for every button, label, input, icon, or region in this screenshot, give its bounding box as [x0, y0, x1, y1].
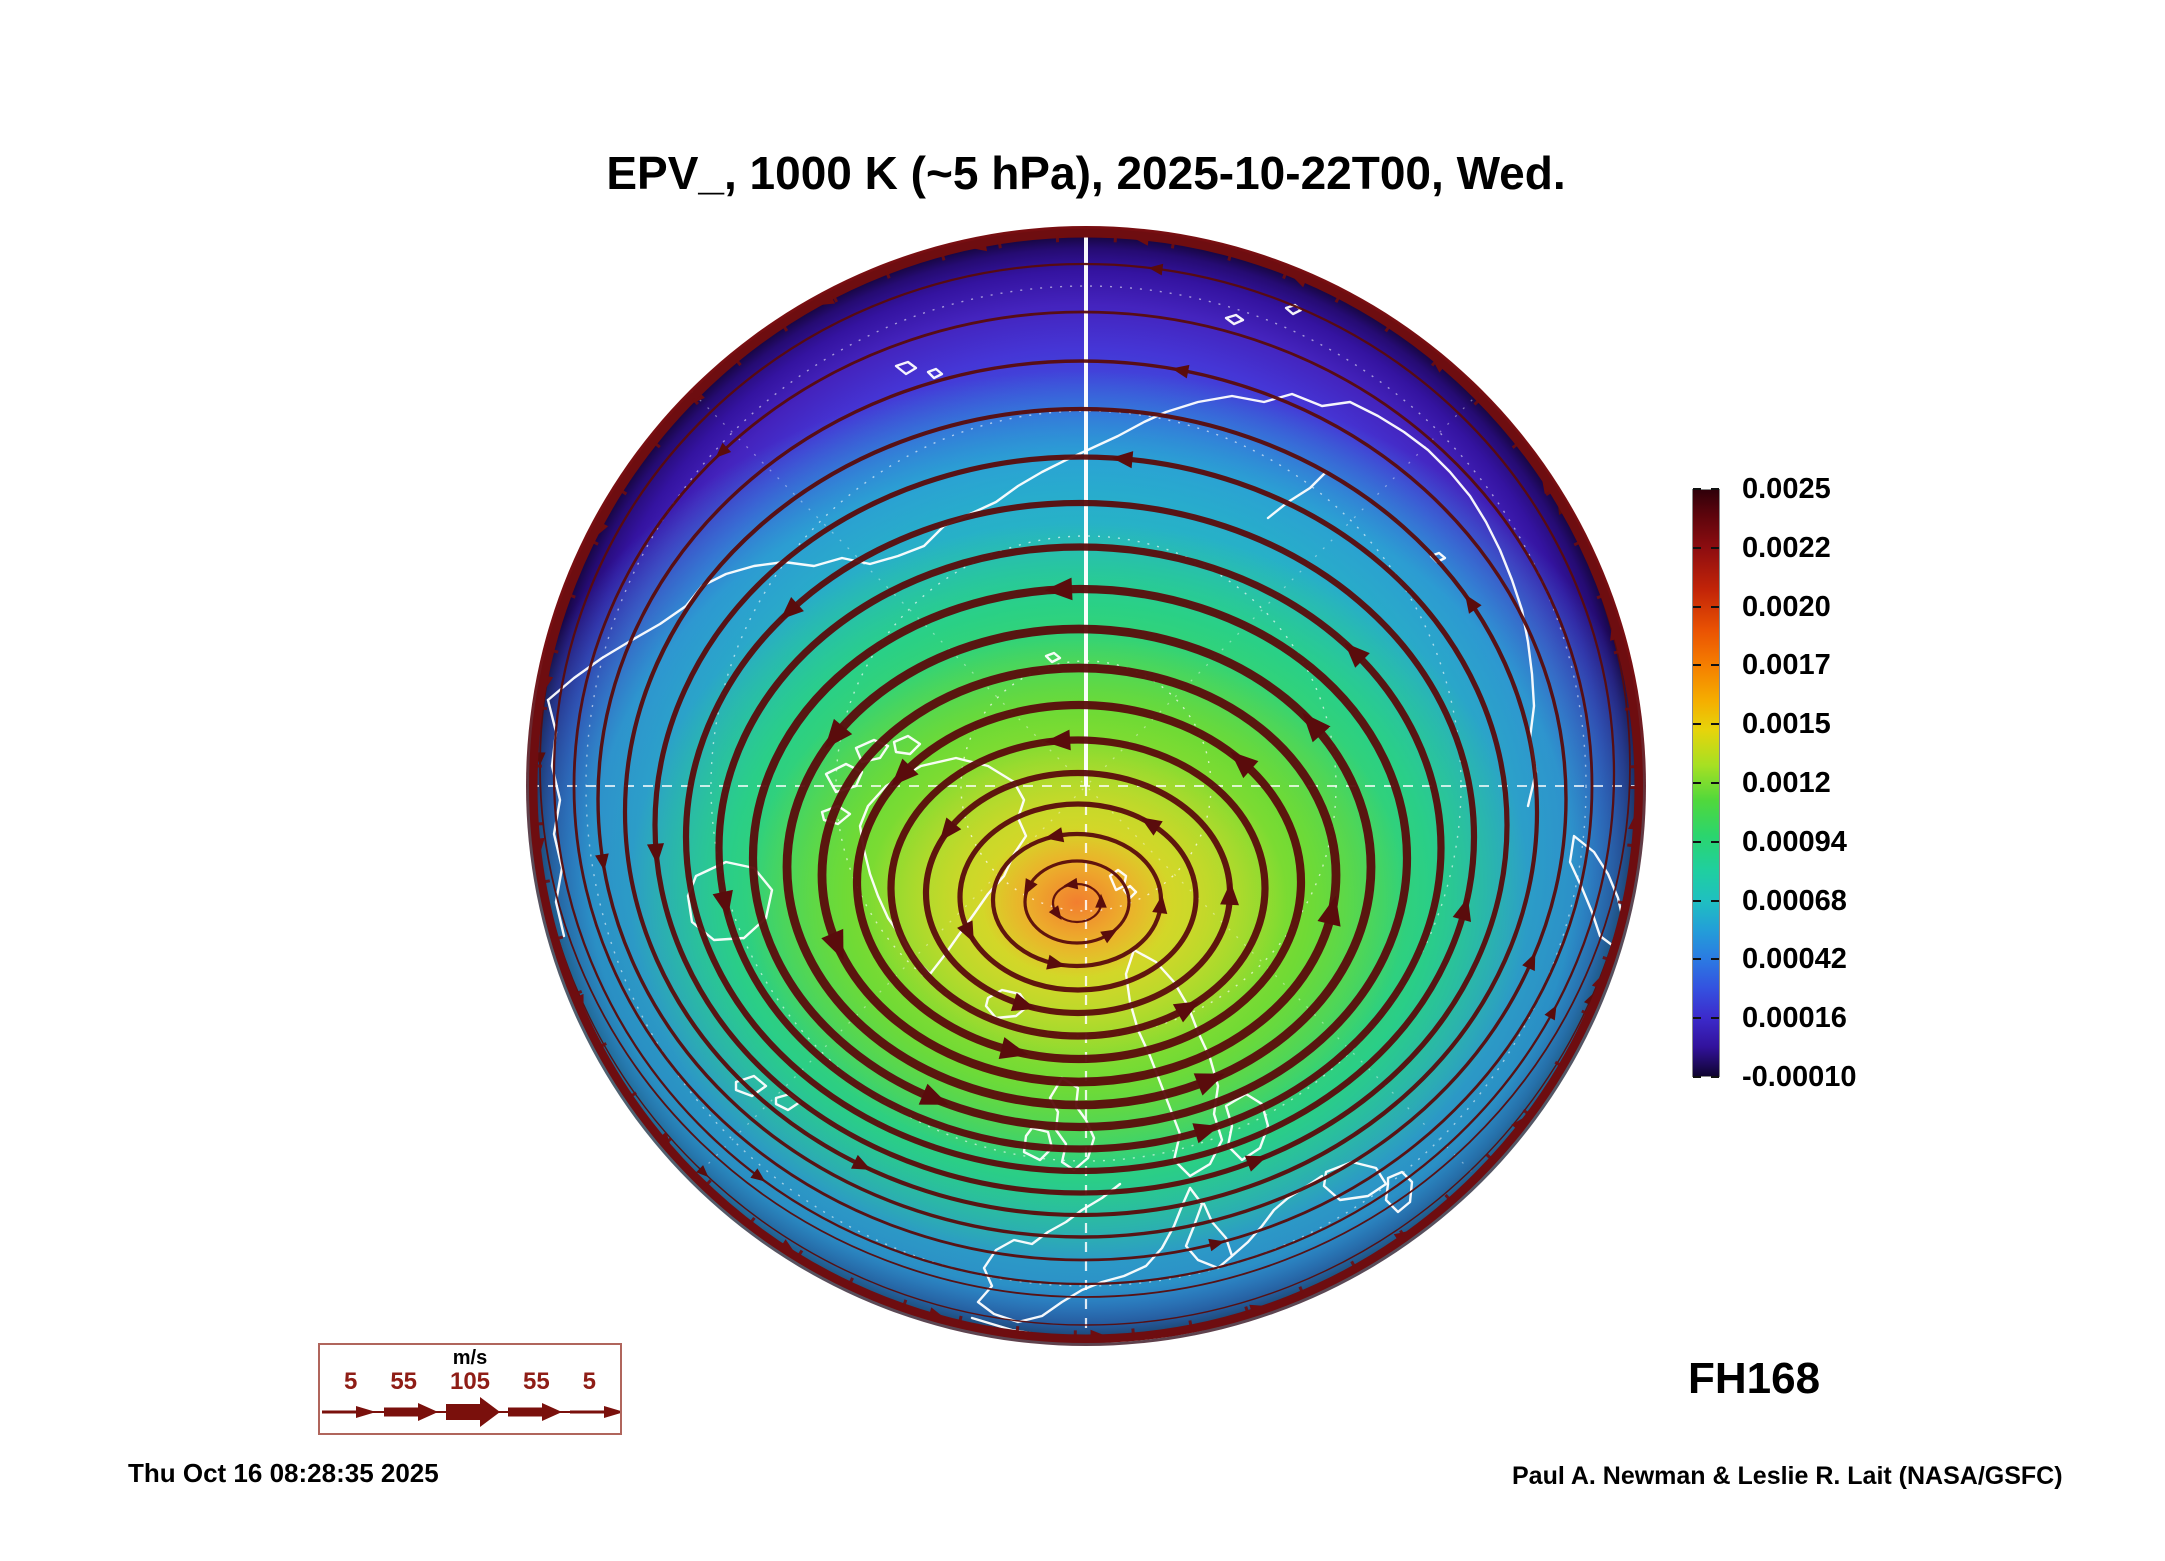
colorbar-tick-label: 0.00042: [1742, 943, 1847, 976]
colorbar-tick-label: 0.00016: [1742, 1002, 1847, 1035]
colorbar-tick-label: 0.0022: [1742, 531, 1831, 564]
wind-speed-value: 55: [522, 1368, 550, 1395]
colorbar-tick-mark: [1693, 1017, 1701, 1020]
colorbar-tick-mark: [1711, 723, 1719, 726]
colorbar-tick-label: 0.00068: [1742, 884, 1847, 917]
timestamp: Thu Oct 16 08:28:35 2025: [128, 1458, 439, 1488]
colorbar-tick-mark: [1711, 782, 1719, 784]
colorbar-tick-label: 0.0017: [1742, 649, 1831, 682]
page-title: EPV_, 1000 K (~5 hPa), 2025-10-22T00, We…: [606, 147, 1566, 199]
wind-speed-value: 55: [390, 1368, 418, 1395]
wind-speed-value: 5: [344, 1368, 358, 1395]
coastlines: [546, 303, 1626, 1343]
colorbar-tick-mark: [1693, 899, 1701, 902]
colorbar-tick-label: 0.00094: [1742, 825, 1847, 858]
map-rim-ring: [529, 229, 1643, 1343]
colorbar-tick-mark: [1693, 488, 1701, 490]
colorbar-tick-mark: [1711, 488, 1719, 490]
colorbar-tick-mark: [1693, 664, 1701, 667]
wind-speed-legend: m/s 5 55 105 55 5: [318, 1343, 622, 1435]
colorbar-tick-mark: [1693, 546, 1701, 549]
wind-speed-value: 5: [582, 1368, 596, 1395]
colorbar-tick-mark: [1693, 605, 1701, 608]
polar-map-overlay: [529, 229, 1643, 1343]
colorbar-tick-label: -0.00010: [1742, 1061, 1857, 1093]
wind-legend-units-label: m/s: [452, 1347, 488, 1369]
colorbar-tick-mark: [1711, 958, 1719, 961]
colorbar-tick-mark: [1711, 1017, 1719, 1020]
colorbar-tick-mark: [1693, 958, 1701, 961]
colorbar-tick-label: 0.0025: [1742, 473, 1831, 505]
colorbar-tick-mark: [1693, 1076, 1701, 1078]
forecast-hour-label: FH168: [1688, 1354, 1821, 1403]
colorbar-tick-mark: [1711, 605, 1719, 608]
colorbar-tick-label: 0.0020: [1742, 590, 1831, 623]
colorbar-tick-mark: [1693, 840, 1701, 843]
wind-legend-values: 5 55 105 55 5: [320, 1370, 620, 1394]
colorbar-tick-mark: [1711, 546, 1719, 549]
colorbar-tick-mark: [1711, 1076, 1719, 1078]
wind-speed-value: 105: [449, 1368, 491, 1395]
colorbar-tick-mark: [1693, 782, 1701, 784]
colorbar-tick-mark: [1711, 664, 1719, 667]
wind-legend-arrows: [322, 1397, 620, 1427]
colorbar-tick-label: 0.0015: [1742, 708, 1831, 741]
credit-line: Paul A. Newman & Leslie R. Lait (NASA/GS…: [1512, 1462, 2063, 1490]
colorbar-tick-mark: [1693, 723, 1701, 726]
colorbar-tick-mark: [1711, 899, 1719, 902]
colorbar-tick-mark: [1711, 840, 1719, 843]
colorbar-tick-label: 0.0012: [1742, 767, 1831, 799]
